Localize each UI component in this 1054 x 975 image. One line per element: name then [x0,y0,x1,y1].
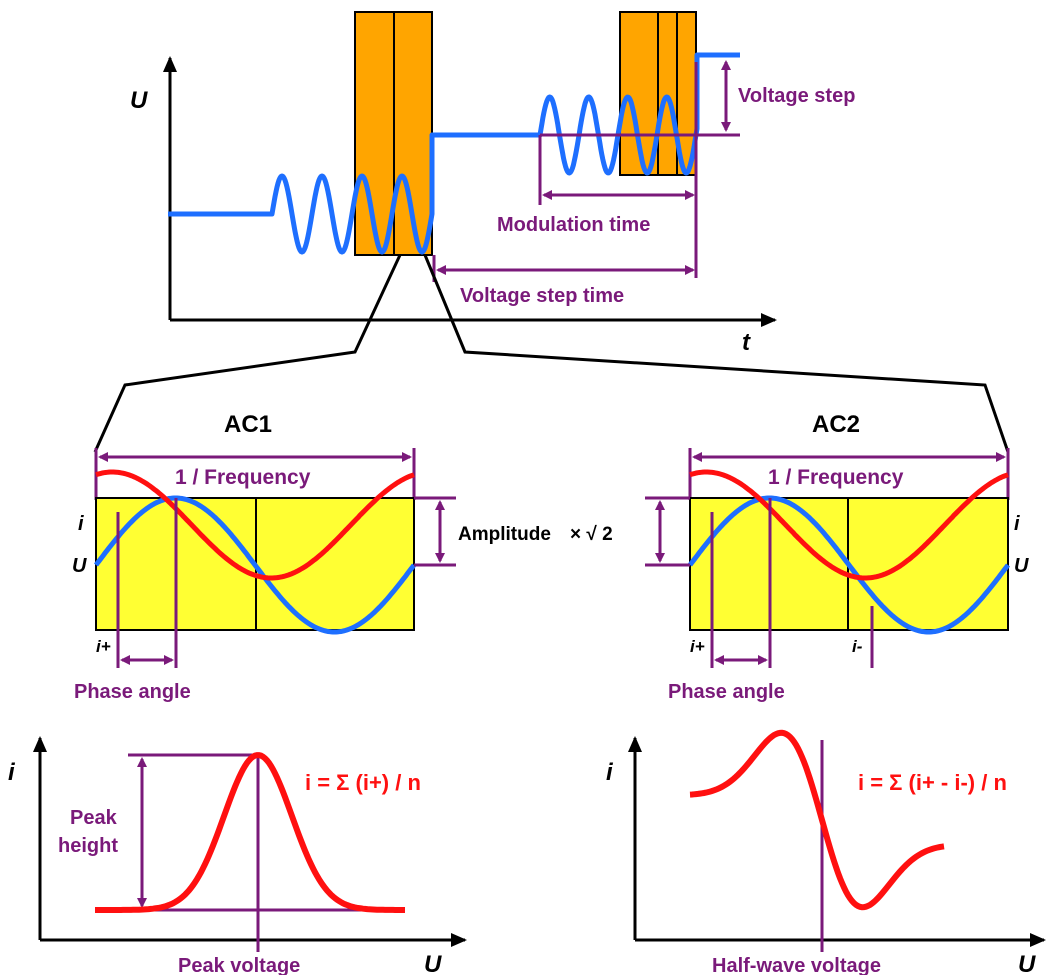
result1-peak-curve [95,752,405,913]
result2-half-wave-label: Half-wave voltage [712,955,881,975]
amplitude-label: Amplitude [458,524,551,545]
top-y-axis-label: U [130,87,148,114]
ac2-panel: AC2 1 / Frequency i+ i- Phase angle i U [645,411,1029,703]
result1-peak-height-label-line1: Peak [70,807,118,829]
top-x-axis-label: t [742,329,751,356]
voltage-waveform [168,52,740,255]
result1-formula: i = Σ (i+) / n [305,770,421,795]
result2-x-axis-label: U [1018,951,1036,975]
ac2-voltage-wave [688,495,1010,635]
result1-y-axis-label: i [8,759,16,786]
ac1-phase-angle-label: Phase angle [74,681,191,703]
result2-half-wave-curve [689,729,945,911]
ac2-phase-angle-label: Phase angle [668,681,785,703]
ac2-sample-minus-label: i- [852,637,863,656]
result1-x-axis-label: U [424,951,442,975]
result2-plot: i U Half-wave voltage i = Σ (i+ - i-) / … [606,729,1046,975]
zoom-line-left [93,254,402,453]
result1-peak-height-label-line2: height [58,835,118,857]
voltage-step-label: Voltage step [738,85,855,107]
result1-plot: i U Peak height Peak voltage i = Σ (i+) … [8,736,467,975]
ac1-panel: AC1 1 / Frequency i+ Phase angle i U [72,411,456,703]
ac1-current-label: i [78,513,84,535]
ac2-period-label: 1 / Frequency [768,466,904,489]
modulation-time-label: Modulation time [497,214,650,236]
ac2-sample-plus-label: i+ [690,637,705,656]
amplitude-factor: × √ 2 [570,524,613,545]
ac1-period-label: 1 / Frequency [175,466,311,489]
ac1-current-wave [95,469,415,581]
voltage-step-time-label: Voltage step time [460,285,624,307]
ac1-title: AC1 [224,411,272,438]
ac2-title: AC2 [812,411,860,438]
result2-formula: i = Σ (i+ - i-) / n [858,770,1007,795]
top-plot: U t Voltage step Modulation time Voltage… [130,11,855,356]
ac1-voltage-label: U [72,555,87,577]
result1-peak-voltage-label: Peak voltage [178,955,300,975]
ac2-voltage-label: U [1014,555,1029,577]
ac1-sample-label: i+ [96,637,111,656]
zoom-line-right [423,254,1010,453]
result2-y-axis-label: i [606,759,614,786]
ac2-current-wave [689,469,1009,581]
ac2-current-label: i [1014,513,1020,535]
ac1-voltage-wave [94,495,416,635]
